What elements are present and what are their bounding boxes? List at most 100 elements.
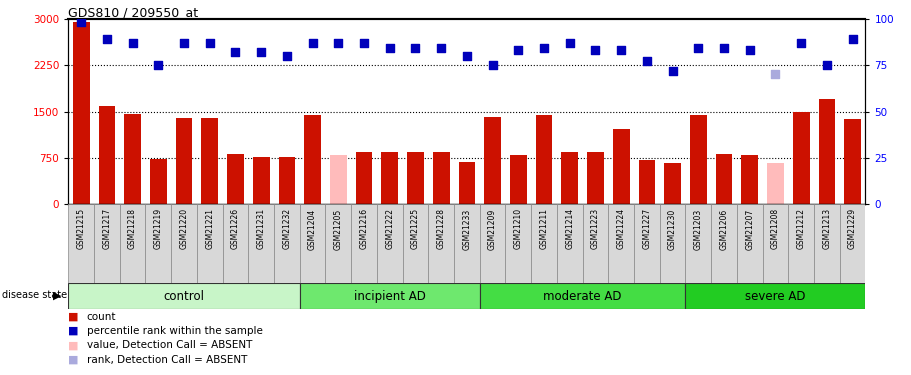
Text: ■: ■ bbox=[68, 355, 79, 364]
Bar bbox=[480, 283, 685, 309]
Text: GSM21223: GSM21223 bbox=[591, 209, 600, 249]
Text: GSM21230: GSM21230 bbox=[668, 209, 677, 250]
Bar bbox=[531, 204, 557, 283]
Text: ■: ■ bbox=[68, 340, 79, 350]
Text: control: control bbox=[164, 290, 205, 303]
Bar bbox=[685, 283, 865, 309]
Point bbox=[254, 49, 269, 55]
Bar bbox=[300, 283, 480, 309]
Bar bbox=[609, 204, 634, 283]
Text: GSM21210: GSM21210 bbox=[514, 209, 523, 249]
Text: GSM21207: GSM21207 bbox=[745, 209, 754, 250]
Text: GSM21209: GSM21209 bbox=[488, 209, 497, 250]
Text: disease state: disease state bbox=[2, 291, 67, 300]
Bar bbox=[279, 157, 295, 204]
Bar bbox=[325, 204, 351, 283]
Text: ■: ■ bbox=[68, 326, 79, 336]
Text: GDS810 / 209550_at: GDS810 / 209550_at bbox=[68, 6, 199, 19]
Bar bbox=[454, 204, 480, 283]
Bar bbox=[433, 152, 449, 204]
Point bbox=[665, 68, 680, 74]
Point bbox=[793, 40, 808, 46]
Bar bbox=[171, 204, 197, 283]
Bar bbox=[639, 160, 655, 204]
Text: GSM21231: GSM21231 bbox=[257, 209, 266, 249]
Point bbox=[228, 49, 242, 55]
Bar bbox=[124, 114, 141, 204]
Bar bbox=[557, 204, 583, 283]
Point bbox=[537, 45, 551, 51]
Text: GSM21233: GSM21233 bbox=[463, 209, 471, 250]
Text: rank, Detection Call = ABSENT: rank, Detection Call = ABSENT bbox=[87, 355, 247, 364]
Bar bbox=[355, 152, 373, 204]
Text: GSM21222: GSM21222 bbox=[385, 209, 394, 249]
Bar bbox=[660, 204, 685, 283]
Bar bbox=[222, 204, 249, 283]
Point bbox=[305, 40, 320, 46]
Text: moderate AD: moderate AD bbox=[543, 290, 622, 303]
Bar bbox=[304, 115, 321, 204]
Point bbox=[614, 47, 629, 53]
Bar bbox=[73, 22, 89, 204]
Bar bbox=[176, 118, 192, 204]
Bar bbox=[506, 204, 531, 283]
Point bbox=[408, 45, 423, 51]
Text: GSM21215: GSM21215 bbox=[77, 209, 86, 249]
Text: GSM21204: GSM21204 bbox=[308, 209, 317, 250]
Point bbox=[742, 47, 757, 53]
Bar bbox=[403, 204, 428, 283]
Bar bbox=[249, 204, 274, 283]
Bar bbox=[788, 204, 814, 283]
Text: ■: ■ bbox=[68, 312, 79, 322]
Bar bbox=[150, 159, 167, 204]
Bar bbox=[330, 155, 347, 204]
Bar bbox=[119, 204, 146, 283]
Text: incipient AD: incipient AD bbox=[353, 290, 425, 303]
Bar bbox=[458, 162, 476, 204]
Bar bbox=[613, 129, 630, 204]
Point bbox=[845, 36, 860, 42]
Bar bbox=[711, 204, 737, 283]
Bar bbox=[428, 204, 454, 283]
Point bbox=[280, 53, 294, 59]
Text: GSM21211: GSM21211 bbox=[539, 209, 548, 249]
Bar bbox=[485, 117, 501, 204]
Text: count: count bbox=[87, 312, 116, 322]
Bar bbox=[583, 204, 609, 283]
Text: GSM21203: GSM21203 bbox=[694, 209, 702, 250]
Bar bbox=[98, 106, 116, 204]
Point bbox=[357, 40, 372, 46]
Bar bbox=[737, 204, 763, 283]
Bar bbox=[94, 204, 119, 283]
Bar bbox=[793, 112, 810, 204]
Bar bbox=[587, 152, 604, 204]
Text: GSM21221: GSM21221 bbox=[205, 209, 214, 249]
Text: GSM21228: GSM21228 bbox=[436, 209, 445, 249]
Text: GSM21214: GSM21214 bbox=[565, 209, 574, 249]
Text: value, Detection Call = ABSENT: value, Detection Call = ABSENT bbox=[87, 340, 252, 350]
Point bbox=[562, 40, 577, 46]
Text: GSM21225: GSM21225 bbox=[411, 209, 420, 249]
Bar bbox=[510, 155, 527, 204]
Point bbox=[486, 62, 500, 68]
Text: GSM21208: GSM21208 bbox=[771, 209, 780, 249]
Bar bbox=[685, 204, 711, 283]
Point bbox=[459, 53, 474, 59]
Text: GSM21213: GSM21213 bbox=[823, 209, 832, 249]
Point bbox=[691, 45, 706, 51]
Bar bbox=[253, 157, 270, 204]
Bar bbox=[634, 204, 660, 283]
Bar bbox=[146, 204, 171, 283]
Bar bbox=[197, 204, 222, 283]
Point bbox=[331, 40, 345, 46]
Point bbox=[177, 40, 191, 46]
Point bbox=[434, 45, 448, 51]
Point bbox=[151, 62, 166, 68]
Text: severe AD: severe AD bbox=[745, 290, 805, 303]
Bar bbox=[767, 163, 783, 204]
Point bbox=[202, 40, 217, 46]
Bar bbox=[382, 152, 398, 204]
Text: GSM21205: GSM21205 bbox=[333, 209, 343, 250]
Point bbox=[768, 71, 783, 78]
Bar bbox=[377, 204, 403, 283]
